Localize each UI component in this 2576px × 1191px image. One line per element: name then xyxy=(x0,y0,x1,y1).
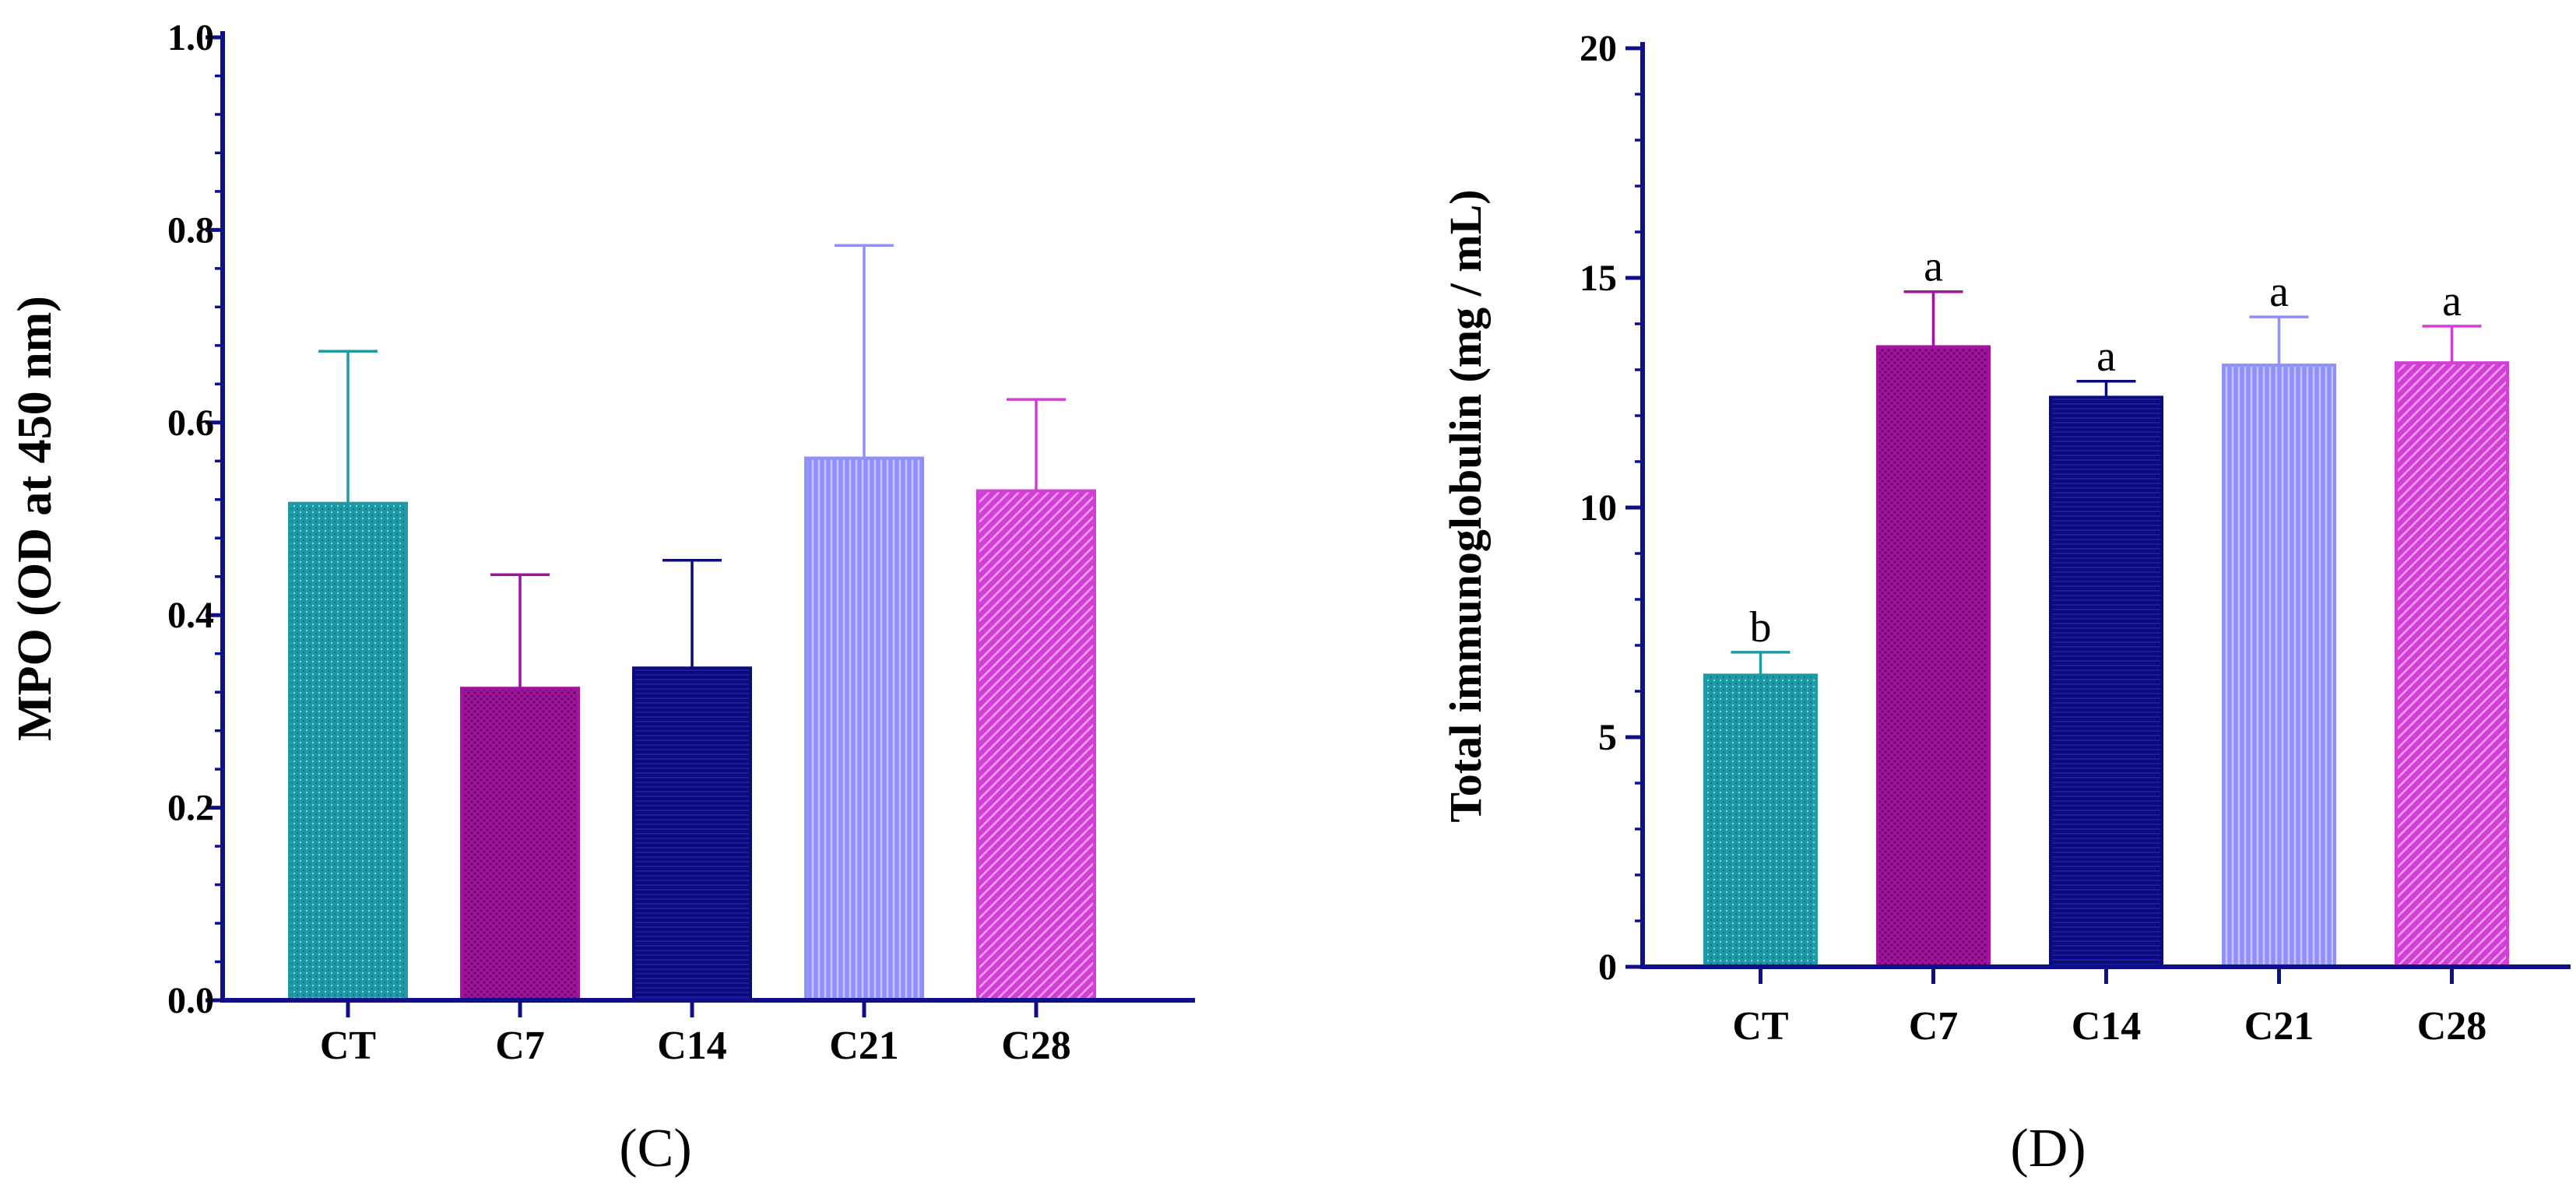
significance-label: a xyxy=(1924,243,1943,291)
x-tick-label: C7 xyxy=(1909,1004,1959,1049)
y-tick-label: 15 xyxy=(1580,258,1617,299)
chart-panel-c: 0.0 0.2 0.4 0.6 0.8 1.0 CT C7 C14 C21 C28 MPO (OD a… xyxy=(9,17,1195,1179)
bar-c14 xyxy=(632,666,752,1002)
y-tick-label: 0.0 xyxy=(167,980,214,1021)
bar-c7 xyxy=(460,687,580,1002)
y-tick-label: 0.2 xyxy=(167,788,214,829)
bar-c21 xyxy=(804,456,924,1002)
significance-label: b xyxy=(1750,603,1772,652)
bar-c28 xyxy=(976,489,1096,1002)
bar-ct xyxy=(288,501,408,1002)
bar-ct xyxy=(1703,673,1818,968)
y-tick-label: 10 xyxy=(1580,487,1617,529)
bar-c28 xyxy=(2395,361,2509,968)
significance-label: a xyxy=(2096,332,2116,381)
y-tick-label: 1.0 xyxy=(167,17,214,58)
x-tick-label: C21 xyxy=(2244,1004,2314,1049)
y-tick-label: 0.6 xyxy=(167,402,214,444)
x-tick-label: C7 xyxy=(495,1024,545,1068)
x-tick-label: CT xyxy=(320,1024,376,1068)
x-tick-label: C14 xyxy=(657,1024,727,1068)
panel-label: (C) xyxy=(619,1119,691,1179)
y-tick-label: 0.4 xyxy=(167,595,214,636)
y-tick-label: 20 xyxy=(1580,28,1617,69)
y-axis-title: Total immunoglobulin (mg / mL) xyxy=(1440,189,1491,822)
x-tick-label: C28 xyxy=(1001,1024,1071,1068)
y-tick-label: 5 xyxy=(1598,717,1617,758)
bar-c21 xyxy=(2222,364,2336,969)
x-tick-label: C28 xyxy=(2417,1004,2487,1049)
bar-c14 xyxy=(2049,395,2163,968)
x-tick-label: CT xyxy=(1732,1004,1788,1049)
x-tick-label: C21 xyxy=(829,1024,899,1068)
y-axis-title: MPO (OD at 450 nm) xyxy=(9,296,62,741)
panel-label: (D) xyxy=(2010,1119,2086,1179)
significance-label: a xyxy=(2442,277,2462,325)
bar-c7 xyxy=(1876,345,1991,968)
y-tick-label: 0.8 xyxy=(167,209,214,251)
chart-panel-d: b a a a a 0 5 10 15 20 CT C7 C14 C21 C28 Total immunogl… xyxy=(1440,28,2571,1179)
y-tick-label: 0 xyxy=(1598,947,1617,988)
x-tick-label: C14 xyxy=(2072,1004,2142,1049)
significance-label: a xyxy=(2269,268,2289,316)
